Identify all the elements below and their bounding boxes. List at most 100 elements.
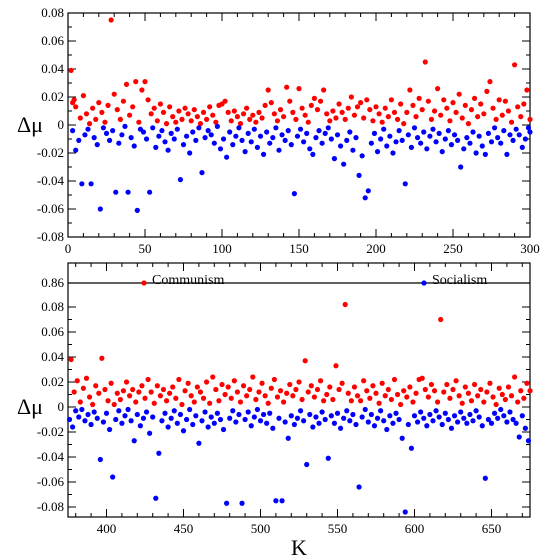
blue-data-point — [439, 421, 445, 428]
red-data-point — [83, 111, 90, 117]
blue-data-point — [134, 411, 140, 418]
x-tick-label: 650 — [482, 521, 502, 536]
y-tick-label: -0.02 — [37, 424, 64, 439]
red-data-point — [240, 383, 247, 389]
red-data-point — [225, 384, 231, 390]
blue-data-point — [177, 177, 184, 183]
red-data-point — [394, 116, 401, 122]
blue-data-point — [328, 413, 334, 419]
red-data-point — [163, 398, 170, 404]
blue-data-point — [414, 135, 421, 141]
blue-data-point — [288, 413, 294, 419]
red-data-point — [456, 393, 462, 399]
blue-data-point — [325, 455, 331, 461]
blue-data-point — [85, 126, 91, 132]
blue-data-point — [507, 409, 513, 415]
blue-data-point — [162, 139, 168, 145]
red-data-point — [179, 116, 185, 122]
blue-data-point — [220, 426, 227, 433]
y-tick-label: 0.08 — [41, 299, 64, 314]
blue-data-point — [85, 411, 91, 418]
blue-data-point — [427, 411, 433, 418]
red-data-point — [339, 380, 345, 386]
red-data-point — [447, 118, 453, 124]
red-data-point — [93, 383, 99, 389]
blue-data-point — [282, 137, 288, 143]
blue-data-point — [387, 413, 393, 419]
y-tick-label: 0.04 — [41, 61, 64, 76]
blue-data-point — [76, 414, 82, 420]
blue-data-point — [208, 132, 214, 138]
blue-data-point — [516, 132, 522, 138]
red-data-point — [367, 107, 373, 113]
blue-data-point — [322, 416, 328, 423]
red-data-point — [410, 399, 416, 405]
red-data-point — [308, 383, 314, 389]
red-data-point — [361, 378, 367, 384]
red-data-point — [71, 97, 77, 103]
red-data-point — [83, 375, 90, 381]
blue-data-point — [319, 409, 325, 415]
red-data-point — [259, 380, 265, 386]
blue-data-point — [267, 410, 273, 416]
blue-data-point — [220, 136, 227, 142]
red-data-point — [123, 81, 130, 87]
blue-data-point — [254, 406, 261, 413]
blue-data-point — [174, 420, 180, 426]
red-data-point — [435, 399, 441, 405]
blue-data-point — [174, 126, 180, 132]
red-data-point — [234, 389, 240, 395]
y-tick-label: 0.06 — [41, 324, 64, 339]
blue-data-point — [205, 424, 211, 430]
red-data-point — [410, 102, 416, 108]
red-data-point — [324, 391, 330, 398]
red-data-point — [120, 388, 127, 394]
red-data-point — [99, 355, 105, 361]
red-data-point — [176, 108, 182, 114]
blue-data-point — [196, 125, 202, 131]
red-data-point — [336, 386, 342, 393]
red-data-point — [274, 394, 281, 400]
red-data-point — [194, 384, 200, 390]
red-data-point — [518, 114, 524, 120]
blue-data-point — [359, 153, 365, 159]
blue-data-point — [150, 414, 156, 420]
red-data-point — [428, 116, 435, 122]
red-data-point — [163, 121, 170, 127]
blue-data-point — [76, 137, 82, 143]
red-data-point — [207, 400, 213, 406]
blue-data-point — [501, 413, 507, 419]
x-tick-label: 550 — [328, 521, 348, 536]
y-axis-label: Δμ — [17, 394, 43, 419]
red-data-point — [330, 396, 336, 403]
x-tick-label: 250 — [443, 241, 463, 256]
red-data-point — [108, 17, 114, 23]
legend-marker — [421, 280, 427, 286]
blue-data-point — [445, 128, 451, 134]
red-data-point — [130, 386, 136, 393]
red-data-point — [342, 116, 348, 122]
blue-data-point — [140, 415, 147, 421]
blue-data-point — [202, 135, 208, 141]
red-data-point — [321, 87, 327, 93]
blue-data-point — [331, 156, 338, 162]
red-data-point — [200, 395, 207, 401]
blue-data-point — [251, 126, 257, 132]
blue-data-point — [310, 424, 316, 430]
blue-data-point — [362, 406, 368, 413]
blue-data-point — [519, 413, 525, 419]
blue-data-point — [242, 149, 248, 155]
blue-data-point — [378, 408, 384, 414]
blue-data-point — [208, 414, 214, 420]
y-tick-label: 0 — [58, 399, 65, 414]
blue-data-point — [285, 435, 291, 441]
red-data-point — [262, 102, 268, 108]
blue-data-point — [94, 415, 100, 421]
blue-data-point — [525, 125, 532, 131]
red-data-point — [290, 393, 296, 399]
red-data-point — [228, 118, 234, 124]
plot-frame — [67, 12, 531, 238]
red-data-point — [493, 116, 499, 122]
y-tick-label: -0.06 — [37, 201, 65, 216]
red-data-point — [493, 401, 499, 408]
